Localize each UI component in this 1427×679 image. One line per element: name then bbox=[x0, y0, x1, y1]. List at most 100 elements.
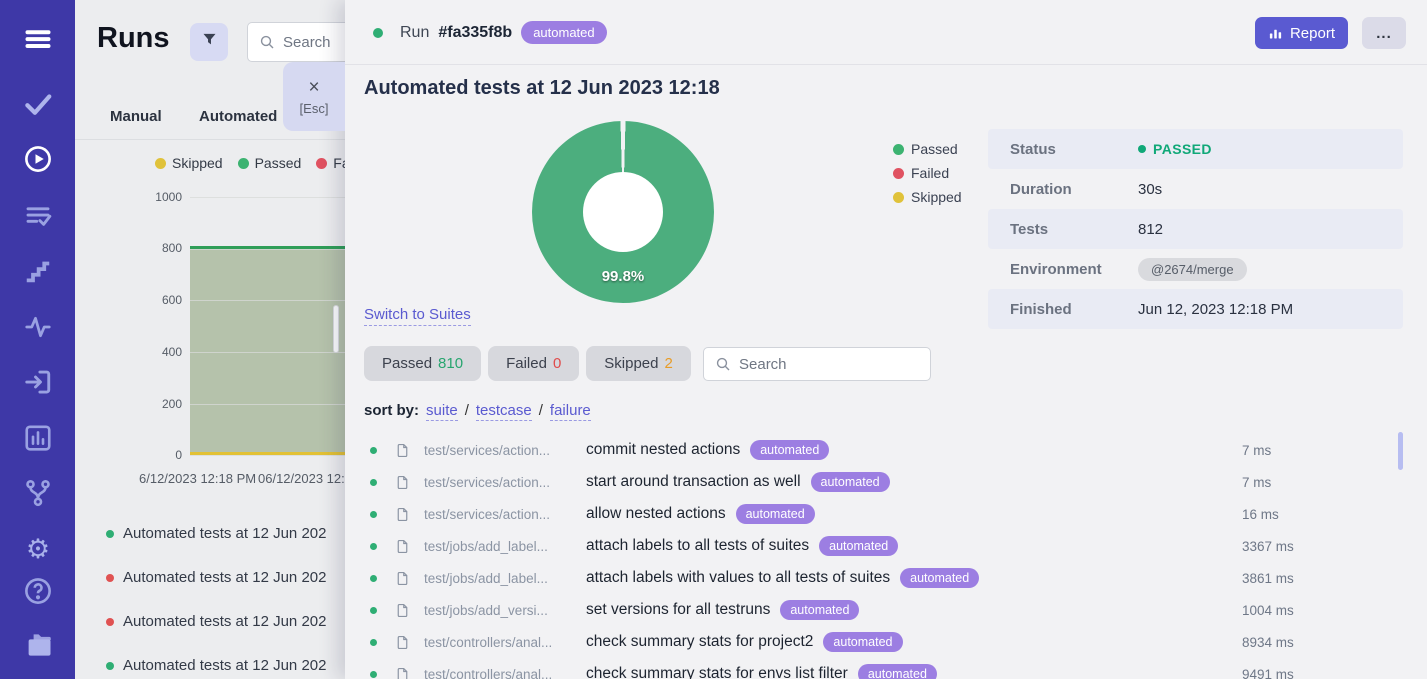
legend-skipped: Skipped bbox=[155, 155, 223, 171]
detail-row-duration: Duration 30s bbox=[1010, 180, 1163, 198]
test-duration: 7 ms bbox=[1242, 474, 1272, 490]
panel-header: Run #fa335f8b automated Report ... bbox=[345, 0, 1427, 65]
file-icon bbox=[395, 666, 410, 679]
file-icon bbox=[395, 506, 410, 523]
passed-dot bbox=[893, 143, 904, 155]
passed-dot bbox=[370, 670, 377, 678]
detail-row-finished: Finished Jun 12, 2023 12:18 PM bbox=[988, 289, 1403, 329]
stairs-icon[interactable] bbox=[23, 256, 53, 286]
automated-badge: automated bbox=[780, 600, 860, 620]
automated-badge: automated bbox=[823, 632, 903, 652]
run-list-item[interactable]: Automated tests at 12 Jun 202 bbox=[106, 613, 326, 630]
more-actions-button[interactable]: ... bbox=[1362, 17, 1406, 49]
legend-failed: Failed bbox=[893, 165, 962, 181]
switch-to-suites-link[interactable]: Switch to Suites bbox=[364, 306, 471, 326]
file-icon bbox=[395, 602, 410, 619]
test-row[interactable]: test/services/action... commit nested ac… bbox=[345, 434, 1427, 466]
test-title: start around transaction as well bbox=[586, 473, 801, 490]
skipped-dot bbox=[893, 191, 904, 203]
test-suite-path: test/services/action... bbox=[424, 474, 551, 490]
passed-dot bbox=[370, 478, 377, 486]
test-suite-path: test/jobs/add_label... bbox=[424, 538, 548, 554]
ellipsis-icon: ... bbox=[1376, 24, 1392, 42]
test-suite-path: test/jobs/add_label... bbox=[424, 570, 548, 586]
gear-icon[interactable]: ⚙ bbox=[25, 533, 51, 565]
git-branch-icon[interactable] bbox=[23, 478, 53, 508]
activity-pulse-icon[interactable] bbox=[23, 312, 53, 342]
tab-manual[interactable]: Manual bbox=[110, 108, 162, 125]
skipped-count: 2 bbox=[664, 355, 673, 372]
y-tick-1000: 1000 bbox=[155, 190, 182, 204]
report-button[interactable]: Report bbox=[1254, 17, 1348, 49]
passed-dot bbox=[370, 446, 377, 454]
automated-badge: automated bbox=[819, 536, 899, 556]
file-icon bbox=[395, 634, 410, 651]
test-row[interactable]: test/jobs/add_versi... set versions for … bbox=[345, 594, 1427, 626]
run-list-item[interactable]: Automated tests at 12 Jun 202 bbox=[106, 657, 326, 674]
test-suite-path: test/services/action... bbox=[424, 506, 551, 522]
test-row[interactable]: test/controllers/anal... check summary s… bbox=[345, 658, 1427, 679]
run-list-item[interactable]: Automated tests at 12 Jun 202 bbox=[106, 525, 326, 542]
test-duration: 9491 ms bbox=[1242, 666, 1294, 679]
automated-badge: automated bbox=[900, 568, 980, 588]
passed-dot bbox=[1138, 145, 1146, 153]
legend-passed: Passed bbox=[237, 155, 301, 171]
test-row[interactable]: test/jobs/add_label... attach labels to … bbox=[345, 530, 1427, 562]
test-title: check summary stats for project2 bbox=[586, 633, 814, 650]
test-row[interactable]: test/services/action... start around tra… bbox=[345, 466, 1427, 498]
hamburger-menu-icon[interactable] bbox=[23, 24, 53, 54]
tab-automated[interactable]: Automated bbox=[199, 108, 278, 125]
help-circle-icon[interactable] bbox=[23, 576, 53, 606]
play-circle-icon[interactable] bbox=[23, 144, 53, 174]
filter-failed-button[interactable]: Failed 0 bbox=[488, 346, 580, 381]
passed-dot bbox=[370, 574, 377, 582]
test-row[interactable]: test/services/action... allow nested act… bbox=[345, 498, 1427, 530]
failed-dot bbox=[893, 167, 904, 179]
funnel-icon bbox=[201, 31, 218, 53]
test-row[interactable]: test/jobs/add_label... attach labels wit… bbox=[345, 562, 1427, 594]
run-list-item[interactable]: Automated tests at 12 Jun 202 bbox=[106, 569, 326, 586]
sort-failure-link[interactable]: failure bbox=[549, 402, 591, 421]
log-in-icon[interactable] bbox=[23, 367, 53, 397]
panel-scrollbar-thumb[interactable] bbox=[1398, 432, 1403, 470]
legend-passed: Passed bbox=[893, 141, 962, 157]
close-icon: × bbox=[308, 76, 320, 98]
automated-badge: automated bbox=[735, 504, 815, 524]
legend-skipped: Skipped bbox=[893, 189, 962, 205]
test-title: commit nested actions bbox=[586, 441, 741, 458]
test-suite-path: test/services/action... bbox=[424, 442, 551, 458]
esc-hint: [Esc] bbox=[299, 100, 329, 116]
detail-row-tests: Tests 812 bbox=[988, 209, 1403, 249]
sort-by-label: sort by: bbox=[364, 402, 420, 419]
bar-chart-icon bbox=[1269, 29, 1282, 38]
test-duration: 16 ms bbox=[1242, 506, 1279, 522]
check-icon[interactable] bbox=[23, 89, 53, 119]
main-scrollbar-thumb[interactable] bbox=[333, 305, 339, 353]
test-row[interactable]: test/controllers/anal... check summary s… bbox=[345, 626, 1427, 658]
passed-dot bbox=[370, 638, 377, 646]
list-check-icon[interactable] bbox=[23, 200, 53, 230]
close-panel-button[interactable]: × [Esc] bbox=[283, 62, 345, 131]
filter-skipped-button[interactable]: Skipped 2 bbox=[586, 346, 691, 381]
folder-icon[interactable] bbox=[23, 630, 53, 660]
filter-button[interactable] bbox=[190, 23, 228, 61]
tests-search-input[interactable] bbox=[739, 355, 930, 373]
bar-chart-box-icon[interactable] bbox=[23, 423, 53, 453]
run-status-dot bbox=[106, 529, 114, 538]
file-icon bbox=[395, 570, 410, 587]
filter-passed-button[interactable]: Passed 810 bbox=[364, 346, 482, 381]
passed-dot bbox=[370, 542, 377, 550]
test-duration: 1004 ms bbox=[1242, 602, 1294, 618]
test-duration: 3861 ms bbox=[1242, 570, 1294, 586]
skipped-dot bbox=[155, 157, 166, 169]
passed-dot bbox=[370, 510, 377, 518]
sort-testcase-link[interactable]: testcase bbox=[475, 402, 532, 421]
detail-row-environment: Environment @2674/merge bbox=[988, 249, 1403, 289]
donut-hole bbox=[583, 172, 663, 252]
passed-dot bbox=[370, 606, 377, 614]
sort-suite-link[interactable]: suite bbox=[426, 402, 458, 421]
search-icon bbox=[260, 35, 274, 49]
run-list-label: Automated tests at 12 Jun 202 bbox=[123, 525, 327, 542]
test-duration: 8934 ms bbox=[1242, 634, 1294, 650]
run-status-dot bbox=[373, 27, 383, 38]
